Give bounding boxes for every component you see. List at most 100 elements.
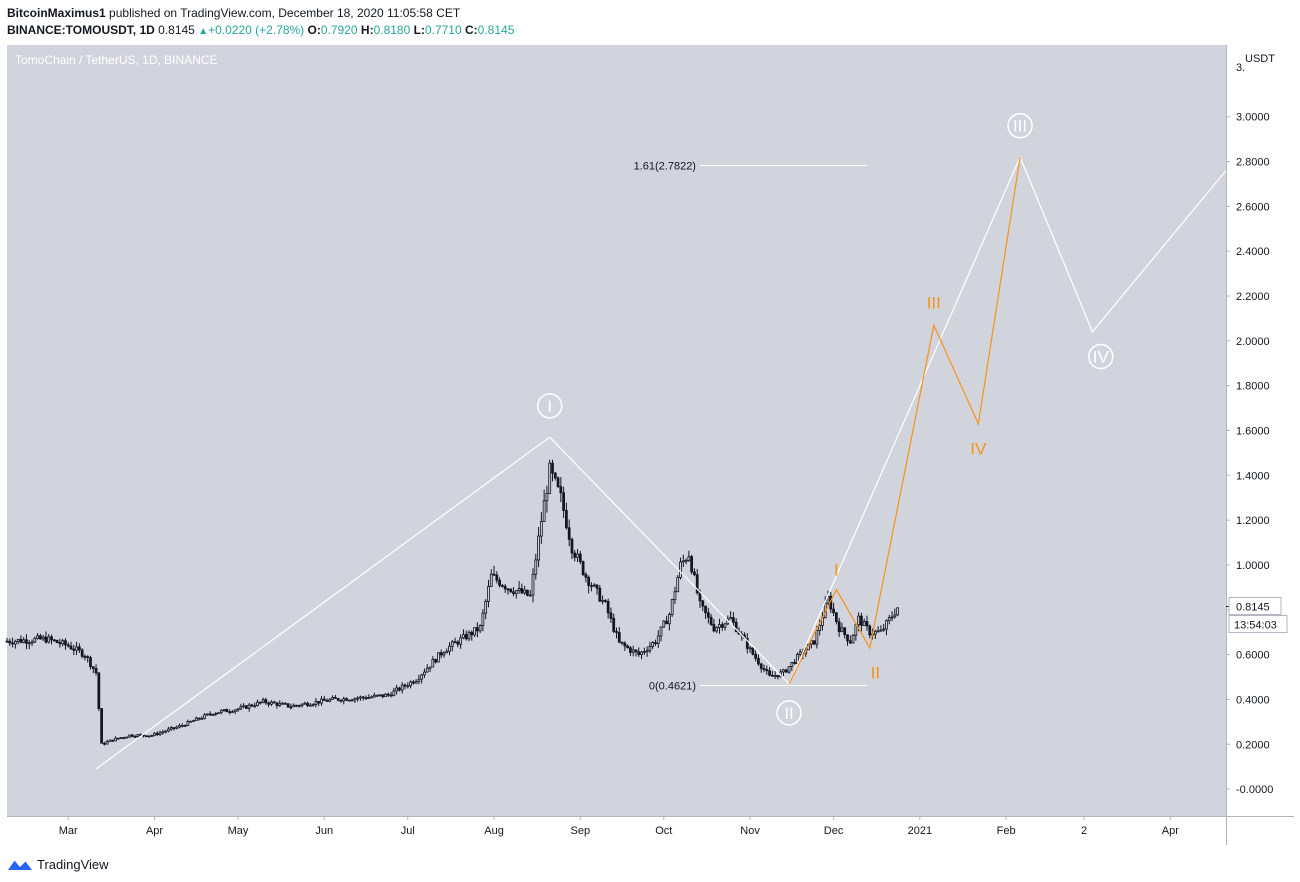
- candle-body: [487, 586, 490, 602]
- candle-body: [837, 621, 841, 633]
- candle-body: [420, 674, 424, 680]
- candle-body: [86, 656, 90, 658]
- candle-body: [244, 705, 248, 709]
- candle-body: [846, 634, 849, 642]
- white-wave-circle: [1088, 343, 1114, 370]
- open-value: 0.7920: [320, 23, 358, 37]
- price-change: +0.0220 (+2.78%): [208, 23, 305, 37]
- candle-body: [186, 720, 190, 726]
- candle-body: [857, 615, 861, 626]
- candle-body: [467, 631, 471, 640]
- fib-level-label: 0(0.4621): [649, 681, 696, 693]
- countdown-box: [1228, 615, 1288, 634]
- candle-body: [108, 739, 112, 743]
- candle-body: [172, 727, 176, 729]
- candle-body: [136, 734, 140, 738]
- y-tick-label: 1.4000: [1236, 470, 1270, 482]
- ohlc-line: BINANCE:TOMOUSDT, 1D 0.8145 ▲+0.0220 (+2…: [7, 22, 514, 40]
- candle-body: [762, 668, 766, 670]
- candle-body: [790, 661, 794, 667]
- candle-body: [44, 636, 48, 643]
- candle-body: [631, 649, 635, 653]
- x-tick-label: Feb: [997, 825, 1016, 837]
- candle-body: [442, 652, 446, 656]
- candle-body: [439, 652, 443, 656]
- candle-body: [69, 645, 73, 650]
- candle-body: [361, 696, 365, 699]
- candle-body: [372, 694, 376, 698]
- candle-body: [303, 702, 307, 705]
- author-name[interactable]: BitcoinMaximus1: [7, 6, 106, 20]
- candle-body: [562, 492, 565, 511]
- candle-body: [448, 645, 451, 652]
- candle-body: [851, 634, 855, 644]
- symbol-label: BINANCE:TOMOUSDT, 1D: [7, 23, 155, 37]
- x-tick-label: Jun: [315, 825, 333, 837]
- candle-body: [517, 588, 521, 592]
- candle-body: [882, 628, 886, 631]
- candle-body: [83, 655, 87, 658]
- x-tick-label: Mar: [59, 825, 78, 837]
- candle-body: [403, 684, 407, 687]
- candle-body: [437, 652, 440, 663]
- y-tick-label: 2.0000: [1236, 336, 1270, 348]
- candle-body: [745, 637, 749, 649]
- candle-body: [267, 702, 270, 705]
- candle-body: [659, 626, 663, 637]
- footer-brand[interactable]: TradingView: [7, 852, 109, 876]
- candle-body: [520, 588, 524, 594]
- candle-body: [27, 642, 31, 645]
- currency-label: USDT: [1245, 53, 1275, 65]
- candle-body: [832, 608, 835, 614]
- countdown-label: 13:54:03: [1234, 620, 1277, 632]
- candle-body: [33, 637, 37, 643]
- white-wave-label: IV: [1093, 348, 1110, 367]
- candle-body: [386, 693, 390, 696]
- candle-body: [55, 639, 59, 644]
- candle-body: [214, 713, 218, 715]
- candle-body: [77, 646, 81, 651]
- candle-body: [637, 651, 641, 655]
- candle-body: [328, 698, 332, 702]
- candle-body: [498, 579, 501, 586]
- candle-body: [865, 621, 869, 627]
- candle-body: [206, 713, 209, 716]
- candle-body: [219, 710, 223, 714]
- candle-body: [668, 614, 671, 625]
- orange-wave-label: II: [871, 664, 880, 683]
- candle-body: [325, 700, 329, 702]
- candle-body: [158, 732, 162, 735]
- candle-body: [665, 620, 668, 625]
- candle-body: [147, 735, 151, 738]
- candle-body: [52, 639, 56, 642]
- candle-body: [192, 720, 195, 723]
- candle-body: [584, 574, 588, 578]
- candle-body: [759, 663, 763, 669]
- candles: [5, 459, 899, 746]
- candle-body: [729, 617, 732, 620]
- candle-body: [183, 725, 187, 727]
- candle-body: [253, 705, 257, 708]
- candle-body: [709, 616, 713, 625]
- candle-body: [651, 642, 655, 647]
- candle-body: [876, 630, 880, 633]
- candle-body: [459, 637, 463, 645]
- candle-body: [570, 538, 574, 554]
- candle-body: [765, 669, 769, 672]
- candle-body: [704, 605, 707, 614]
- candle-body: [787, 666, 791, 673]
- candle-body: [434, 659, 437, 663]
- candle-body: [317, 701, 321, 704]
- candle-body: [41, 636, 45, 640]
- candle-body: [531, 573, 535, 596]
- x-tick-label: Nov: [740, 825, 760, 837]
- candle-body: [320, 698, 323, 704]
- candle-body: [834, 612, 838, 622]
- y-tick-label-top: 3.: [1236, 62, 1245, 74]
- candle-body: [161, 731, 165, 734]
- candle-body: [381, 694, 385, 698]
- x-tick-label: Sep: [571, 825, 591, 837]
- candle-body: [595, 584, 599, 589]
- candle-body: [211, 713, 215, 716]
